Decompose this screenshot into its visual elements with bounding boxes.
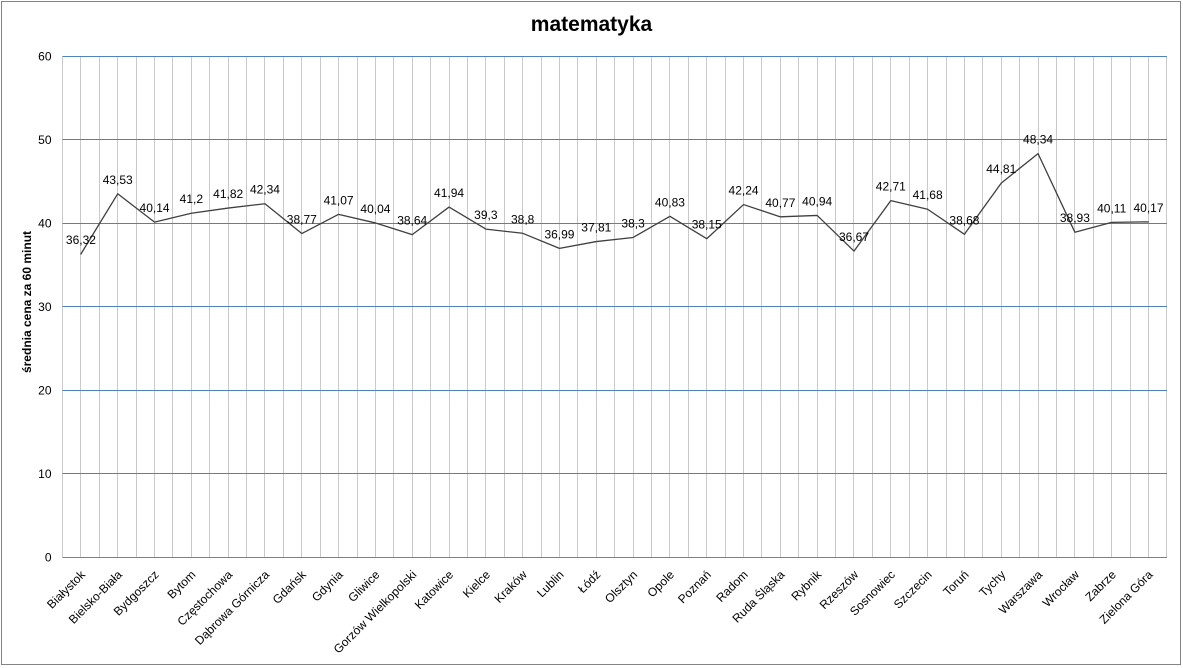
data-label: 38,3 [621,216,645,230]
x-tick-label: Toruń [940,568,971,599]
x-tick-label: Szczecin [891,568,935,612]
data-label: 38,77 [287,213,317,227]
x-tick-label: Gdańsk [270,567,310,607]
data-label: 40,94 [802,194,832,208]
data-label: 41,68 [913,188,943,202]
y-tick-label: 40 [38,216,52,230]
data-label: 44,81 [986,162,1016,176]
data-label: 38,64 [397,214,427,228]
data-label: 36,32 [66,233,96,247]
y-tick-label: 10 [38,467,52,481]
x-tick-label: Kraków [492,567,530,605]
x-tick-label: Opole [644,567,677,600]
x-tick-label: Bytom [165,568,199,602]
series-line [80,152,1150,255]
data-label: 38,93 [1060,211,1090,225]
y-tick-label: 30 [38,300,52,314]
data-label: 40,04 [360,202,390,216]
data-label: 42,71 [876,180,906,194]
x-tick-label: Olsztyn [602,568,640,606]
data-label: 36,67 [839,230,869,244]
chart-title: matematyka [530,13,653,36]
data-label: 41,2 [180,192,204,206]
y-tick-label: 50 [38,133,52,147]
x-tick-label: Kielce [460,567,493,600]
data-label: 38,8 [511,212,535,226]
data-label: 40,77 [765,196,795,210]
data-label: 41,07 [324,193,354,207]
data-label: 43,53 [103,173,133,187]
data-label: 40,11 [1097,201,1126,215]
data-label: 41,94 [434,186,464,200]
data-label: 41,82 [213,187,243,201]
x-tick-label: Wrocław [1040,567,1083,610]
data-label: 42,24 [729,184,759,198]
x-tick-label: Tychy [976,568,1008,600]
x-tick-label: Lublin [534,568,567,601]
x-tick-label: Katowice [412,567,457,612]
y-tick-label: 20 [38,384,52,398]
data-label: 39,3 [474,208,498,222]
x-tick-label: Łódź [575,568,603,596]
data-label: 42,34 [250,183,280,197]
data-label: 40,17 [1133,201,1163,215]
x-tick-label: Gdynia [309,567,346,604]
data-label: 38,68 [949,213,979,227]
data-label: 38,15 [692,218,722,232]
data-label: 48,34 [1023,133,1053,147]
y-tick-label: 60 [38,49,52,63]
data-label: 40,14 [140,201,170,215]
x-tick-label: Poznań [675,568,714,607]
y-tick-label: 0 [45,551,52,565]
data-label: 37,81 [581,221,611,235]
data-label: 36,99 [544,227,574,241]
data-label: 40,83 [655,195,685,209]
